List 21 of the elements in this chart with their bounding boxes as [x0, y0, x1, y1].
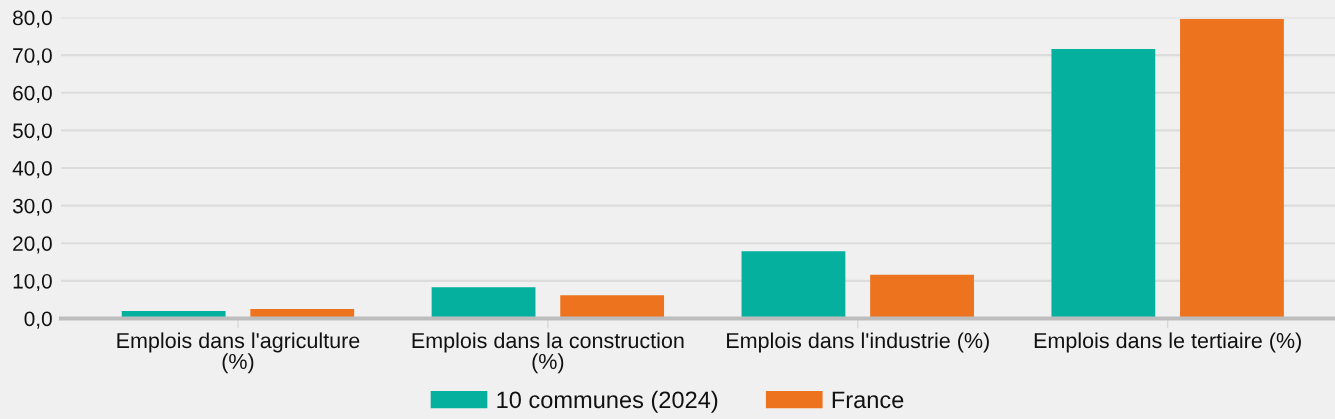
bar: [870, 274, 974, 319]
bar: [1051, 49, 1156, 319]
x-tick-label: Emplois dans le tertiaire (%): [1034, 332, 1301, 353]
bar: [431, 287, 536, 319]
x-tick-label: Emplois dans l'agriculture (%): [117, 332, 360, 374]
y-tick-label: 10,0: [13, 273, 52, 292]
legend-label: 10 communes (2024): [497, 390, 718, 413]
bar: [741, 251, 846, 319]
x-tick-label: Emplois dans l'industrie (%): [727, 332, 989, 353]
y-tick-label: 60,0: [13, 85, 52, 103]
y-tick-label: 20,0: [13, 236, 52, 254]
y-tick-label: 80,0: [13, 10, 52, 28]
bar: [560, 295, 665, 319]
x-tick-label: Emplois dans la construction (%): [412, 332, 684, 374]
y-tick-label: 40,0: [12, 161, 52, 179]
y-tick-label: 30,0: [12, 198, 52, 216]
y-tick-label: 50,0: [12, 123, 52, 141]
legend-label: France: [832, 391, 904, 409]
bar: [1180, 19, 1284, 319]
y-tick-label: 0,0: [24, 311, 52, 329]
y-tick-label: 70,0: [13, 48, 52, 66]
